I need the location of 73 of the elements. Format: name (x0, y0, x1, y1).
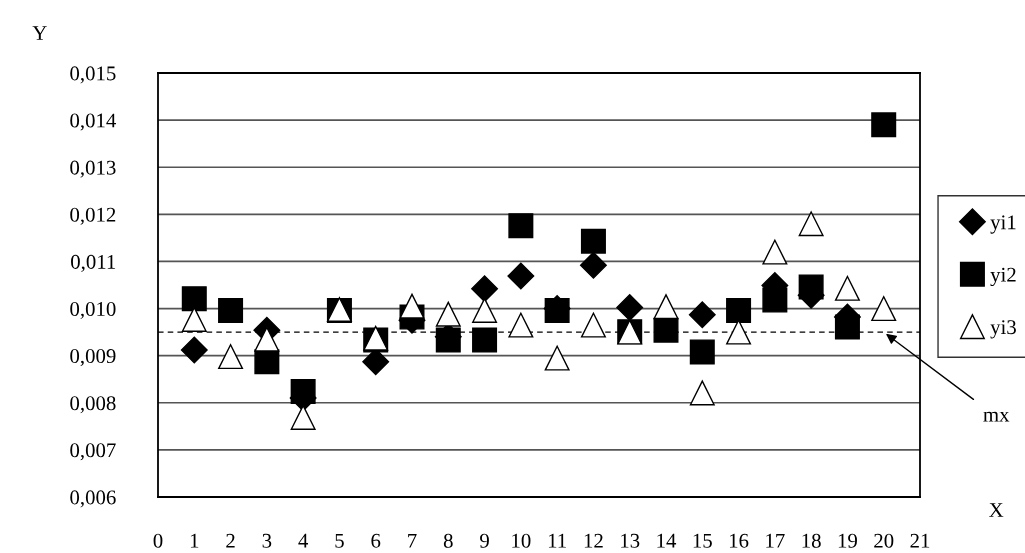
point (688, 301, 716, 329)
x-tick-label: 11 (548, 533, 566, 548)
legend-label: yi2 (990, 267, 1016, 287)
point (435, 301, 461, 327)
point (798, 274, 824, 300)
point (544, 345, 570, 371)
annotation: mx (983, 411, 1010, 422)
point (544, 297, 570, 323)
point (579, 251, 607, 279)
x-tick-label: 0 (153, 533, 163, 548)
point (726, 319, 752, 345)
x-tick-label: 4 (298, 533, 309, 548)
point (580, 312, 606, 338)
y-tick-label: 0,012 (70, 207, 116, 225)
y-tick-label: 0,014 (70, 113, 117, 131)
point (472, 297, 498, 323)
point (798, 211, 824, 237)
point (834, 314, 860, 340)
point (689, 339, 715, 365)
point (653, 317, 679, 343)
x-tick-label: 13 (621, 533, 640, 548)
x-tick-label: 8 (443, 533, 453, 548)
point (580, 228, 606, 254)
legend-label: yi1 (990, 215, 1016, 234)
point (508, 312, 534, 338)
point (507, 262, 535, 290)
y-tick-label: 0,011 (71, 254, 116, 272)
point (181, 306, 207, 332)
x-tick-label: 16 (729, 533, 749, 548)
x-tick-label: 9 (480, 533, 489, 548)
point (616, 294, 644, 322)
x-tick-label: 17 (766, 533, 785, 548)
y-tick-label: 0,015 (70, 66, 116, 84)
point (762, 287, 788, 313)
x-tick-label: 5 (335, 533, 344, 548)
x-tick-label: 12 (584, 533, 603, 548)
x-tick-label: 3 (262, 533, 272, 548)
x-tick-label: 1 (190, 533, 199, 548)
x-tick-label: 18 (802, 533, 821, 548)
x-tick-label: 2 (226, 533, 235, 548)
point (218, 344, 244, 370)
y-tick-label: 0,010 (70, 301, 116, 319)
point (218, 297, 244, 323)
point (181, 286, 207, 312)
point (653, 294, 679, 320)
point (399, 293, 425, 319)
y-tick-label: 0,008 (70, 396, 116, 414)
x-tick-label: 6 (371, 533, 381, 548)
x-tick-label: 7 (408, 533, 417, 548)
point (254, 326, 280, 352)
point (180, 336, 208, 364)
y-tick-label: 0,013 (70, 160, 116, 178)
point (871, 112, 897, 138)
y-tick-label: 0,007 (70, 443, 116, 461)
x-tick-label: 20 (874, 533, 894, 548)
x-tick-label: 19 (838, 533, 857, 548)
point (689, 380, 715, 406)
y-tick-label: 0,006 (70, 490, 116, 508)
point (762, 239, 788, 265)
point (435, 327, 461, 353)
point (472, 327, 498, 353)
x-tick-label: 10 (512, 533, 531, 548)
x-axis-title: X (989, 503, 1004, 517)
point (508, 213, 534, 239)
point (726, 297, 752, 323)
x-tick-label: 14 (657, 533, 677, 548)
y-axis-title: Y (32, 26, 47, 40)
y-tick-label: 0,009 (70, 349, 116, 367)
legend-label: yi3 (990, 320, 1016, 339)
x-tick-label: 15 (693, 533, 712, 548)
x-tick-label: 21 (910, 533, 930, 548)
point (871, 296, 897, 322)
point (471, 275, 499, 303)
